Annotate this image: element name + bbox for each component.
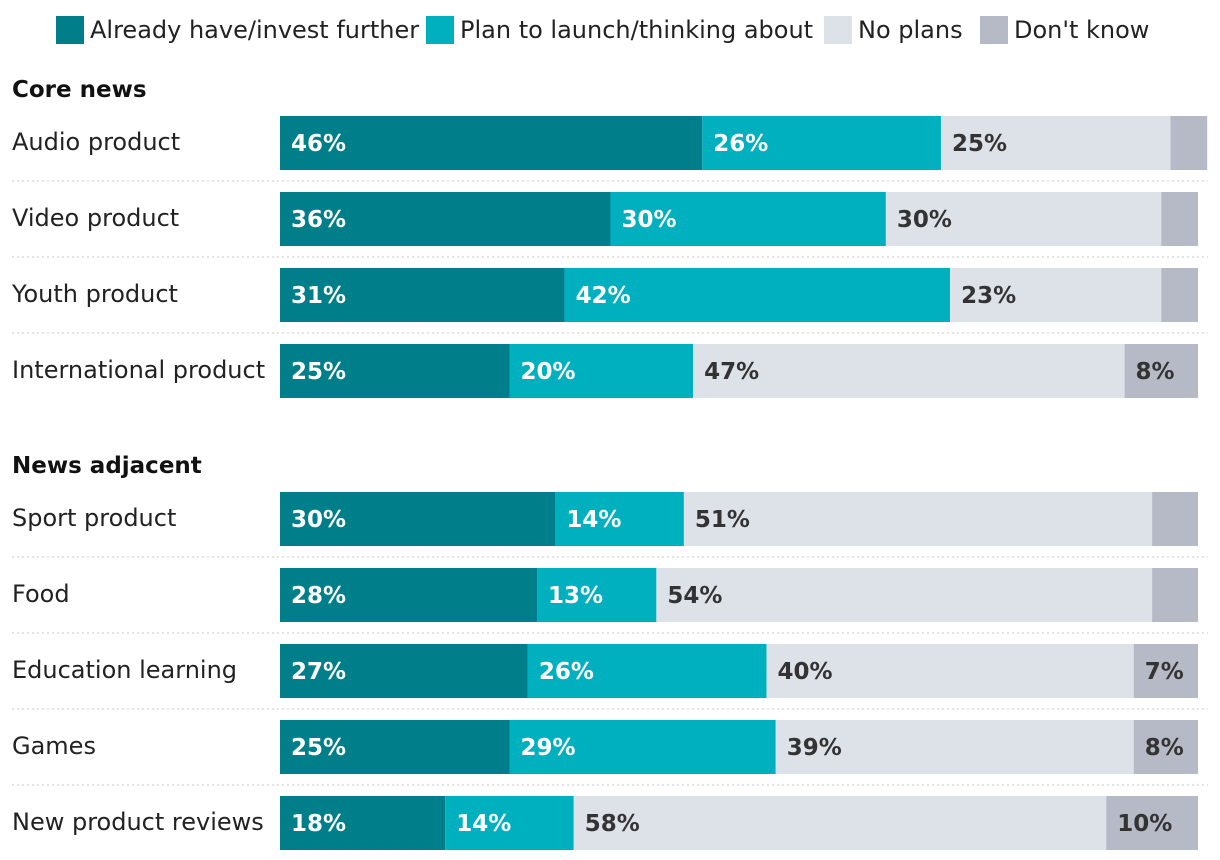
group-title-news-adjacent: News adjacent (12, 453, 202, 479)
data-label-games-plan-to-launch-thinking-about: 29% (521, 735, 576, 761)
bar-segment-sport-product-already-have-invest-further (280, 492, 556, 546)
data-label-sport-product-already-have-invest-further: 30% (291, 507, 346, 533)
data-label-youth-product-plan-to-launch-thinking-about: 42% (576, 283, 631, 309)
bar-segment-new-product-reviews-don-t-know (1106, 796, 1198, 850)
bar-segment-games-don-t-know (1133, 720, 1198, 774)
data-label-games-don-t-know: 8% (1145, 735, 1184, 761)
bar-segment-education-learning-already-have-invest-further (280, 644, 528, 698)
data-label-education-learning-don-t-know: 7% (1145, 659, 1184, 685)
bar-segment-food-no-plans (656, 568, 1153, 622)
data-label-youth-product-no-plans: 23% (961, 283, 1016, 309)
legend-label-already-have-invest-further: Already have/invest further (90, 16, 419, 44)
bar-segment-games-plan-to-launch-thinking-about (509, 720, 776, 774)
legend-swatch-plan-to-launch-thinking-about (426, 16, 454, 44)
group-title-core-news: Core news (12, 77, 147, 103)
data-label-video-product-no-plans: 30% (897, 207, 952, 233)
bar-segment-new-product-reviews-plan-to-launch-thinking-about (445, 796, 574, 850)
data-label-food-no-plans: 54% (667, 583, 722, 609)
data-label-international-product-already-have-invest-further: 25% (291, 359, 346, 385)
row-label-new-product-reviews: New product reviews (12, 808, 264, 836)
data-label-sport-product-no-plans: 51% (695, 507, 750, 533)
bar-segment-games-no-plans (775, 720, 1134, 774)
bar-segment-education-learning-no-plans (766, 644, 1134, 698)
plot-area: Core news Audio product 46% 26% 25% Video pro… (11, 77, 1208, 850)
bar-segment-sport-product-don-t-know (1152, 492, 1198, 546)
data-label-international-product-plan-to-launch-thinking-about: 20% (521, 359, 576, 385)
bar-segment-food-plan-to-launch-thinking-about (537, 568, 657, 622)
bar-segment-education-learning-plan-to-launch-thinking-about (527, 644, 767, 698)
data-label-audio-product-already-have-invest-further: 46% (291, 131, 346, 157)
bar-segment-sport-product-no-plans (683, 492, 1153, 546)
data-label-new-product-reviews-already-have-invest-further: 18% (291, 811, 346, 837)
row-label-games: Games (12, 732, 96, 760)
data-label-new-product-reviews-don-t-know: 10% (1117, 811, 1172, 837)
bar-segment-international-product-already-have-invest-further (280, 344, 510, 398)
bar-segment-international-product-don-t-know (1124, 344, 1198, 398)
row-label-youth-product: Youth product (11, 280, 178, 308)
legend-swatch-already-have-invest-further (56, 16, 84, 44)
data-label-sport-product-plan-to-launch-thinking-about: 14% (566, 507, 621, 533)
data-label-games-no-plans: 39% (787, 735, 842, 761)
legend-label-no-plans: No plans (858, 16, 963, 44)
data-label-video-product-already-have-invest-further: 36% (291, 207, 346, 233)
bar-segment-new-product-reviews-already-have-invest-further (280, 796, 446, 850)
data-label-audio-product-plan-to-launch-thinking-about: 26% (713, 131, 768, 157)
legend-swatch-don-t-know (980, 16, 1008, 44)
bar-segment-international-product-plan-to-launch-thinking-about (509, 344, 694, 398)
row-label-sport-product: Sport product (12, 504, 176, 532)
bar-segment-food-don-t-know (1152, 568, 1198, 622)
bar-segment-new-product-reviews-no-plans (573, 796, 1107, 850)
row-label-international-product: International product (12, 356, 265, 384)
legend-label-plan-to-launch-thinking-about: Plan to launch/thinking about (460, 16, 813, 44)
row-label-food: Food (12, 580, 70, 608)
bar-segment-audio-product-already-have-invest-further (280, 116, 703, 170)
legend-label-don-t-know: Don't know (1014, 16, 1149, 44)
legend-swatch-no-plans (824, 16, 852, 44)
data-label-audio-product-no-plans: 25% (952, 131, 1007, 157)
bar-segment-youth-product-plan-to-launch-thinking-about (564, 268, 951, 322)
data-label-food-already-have-invest-further: 28% (291, 583, 346, 609)
data-label-education-learning-plan-to-launch-thinking-about: 26% (539, 659, 594, 685)
bar-segment-youth-product-already-have-invest-further (280, 268, 565, 322)
legend: Already have/invest further Plan to launc… (56, 16, 1149, 44)
data-label-new-product-reviews-no-plans: 58% (585, 811, 640, 837)
row-label-audio-product: Audio product (12, 128, 180, 156)
bar-segment-sport-product-plan-to-launch-thinking-about (555, 492, 684, 546)
bar-segment-education-learning-don-t-know (1133, 644, 1198, 698)
row-label-education-learning: Education learning (12, 656, 237, 684)
data-label-video-product-plan-to-launch-thinking-about: 30% (621, 207, 676, 233)
bar-segment-video-product-no-plans (885, 192, 1162, 246)
data-label-education-learning-no-plans: 40% (778, 659, 833, 685)
data-label-international-product-don-t-know: 8% (1136, 359, 1175, 385)
bar-segment-games-already-have-invest-further (280, 720, 510, 774)
data-label-education-learning-already-have-invest-further: 27% (291, 659, 346, 685)
bar-segment-audio-product-plan-to-launch-thinking-about (702, 116, 941, 170)
row-label-video-product: Video product (12, 204, 179, 232)
data-label-youth-product-already-have-invest-further: 31% (291, 283, 346, 309)
data-label-international-product-no-plans: 47% (704, 359, 759, 385)
bar-segment-video-product-plan-to-launch-thinking-about (610, 192, 886, 246)
bar-segment-youth-product-no-plans (950, 268, 1162, 322)
bar-segment-youth-product-don-t-know (1161, 268, 1198, 322)
bar-segment-video-product-don-t-know (1161, 192, 1198, 246)
bar-segment-food-already-have-invest-further (280, 568, 538, 622)
bar-segment-audio-product-don-t-know (1170, 116, 1208, 170)
data-label-new-product-reviews-plan-to-launch-thinking-about: 14% (456, 811, 511, 837)
bar-segment-international-product-no-plans (693, 344, 1125, 398)
data-label-games-already-have-invest-further: 25% (291, 735, 346, 761)
bar-segment-audio-product-no-plans (940, 116, 1171, 170)
bar-segment-video-product-already-have-invest-further (280, 192, 611, 246)
data-label-food-plan-to-launch-thinking-about: 13% (548, 583, 603, 609)
